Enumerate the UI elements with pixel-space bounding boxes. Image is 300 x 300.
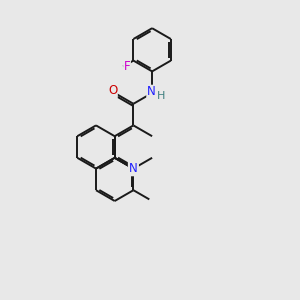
Text: N: N [147,85,156,98]
Text: N: N [129,162,138,175]
Text: F: F [124,60,130,73]
Text: H: H [157,91,165,101]
Text: O: O [108,84,117,98]
